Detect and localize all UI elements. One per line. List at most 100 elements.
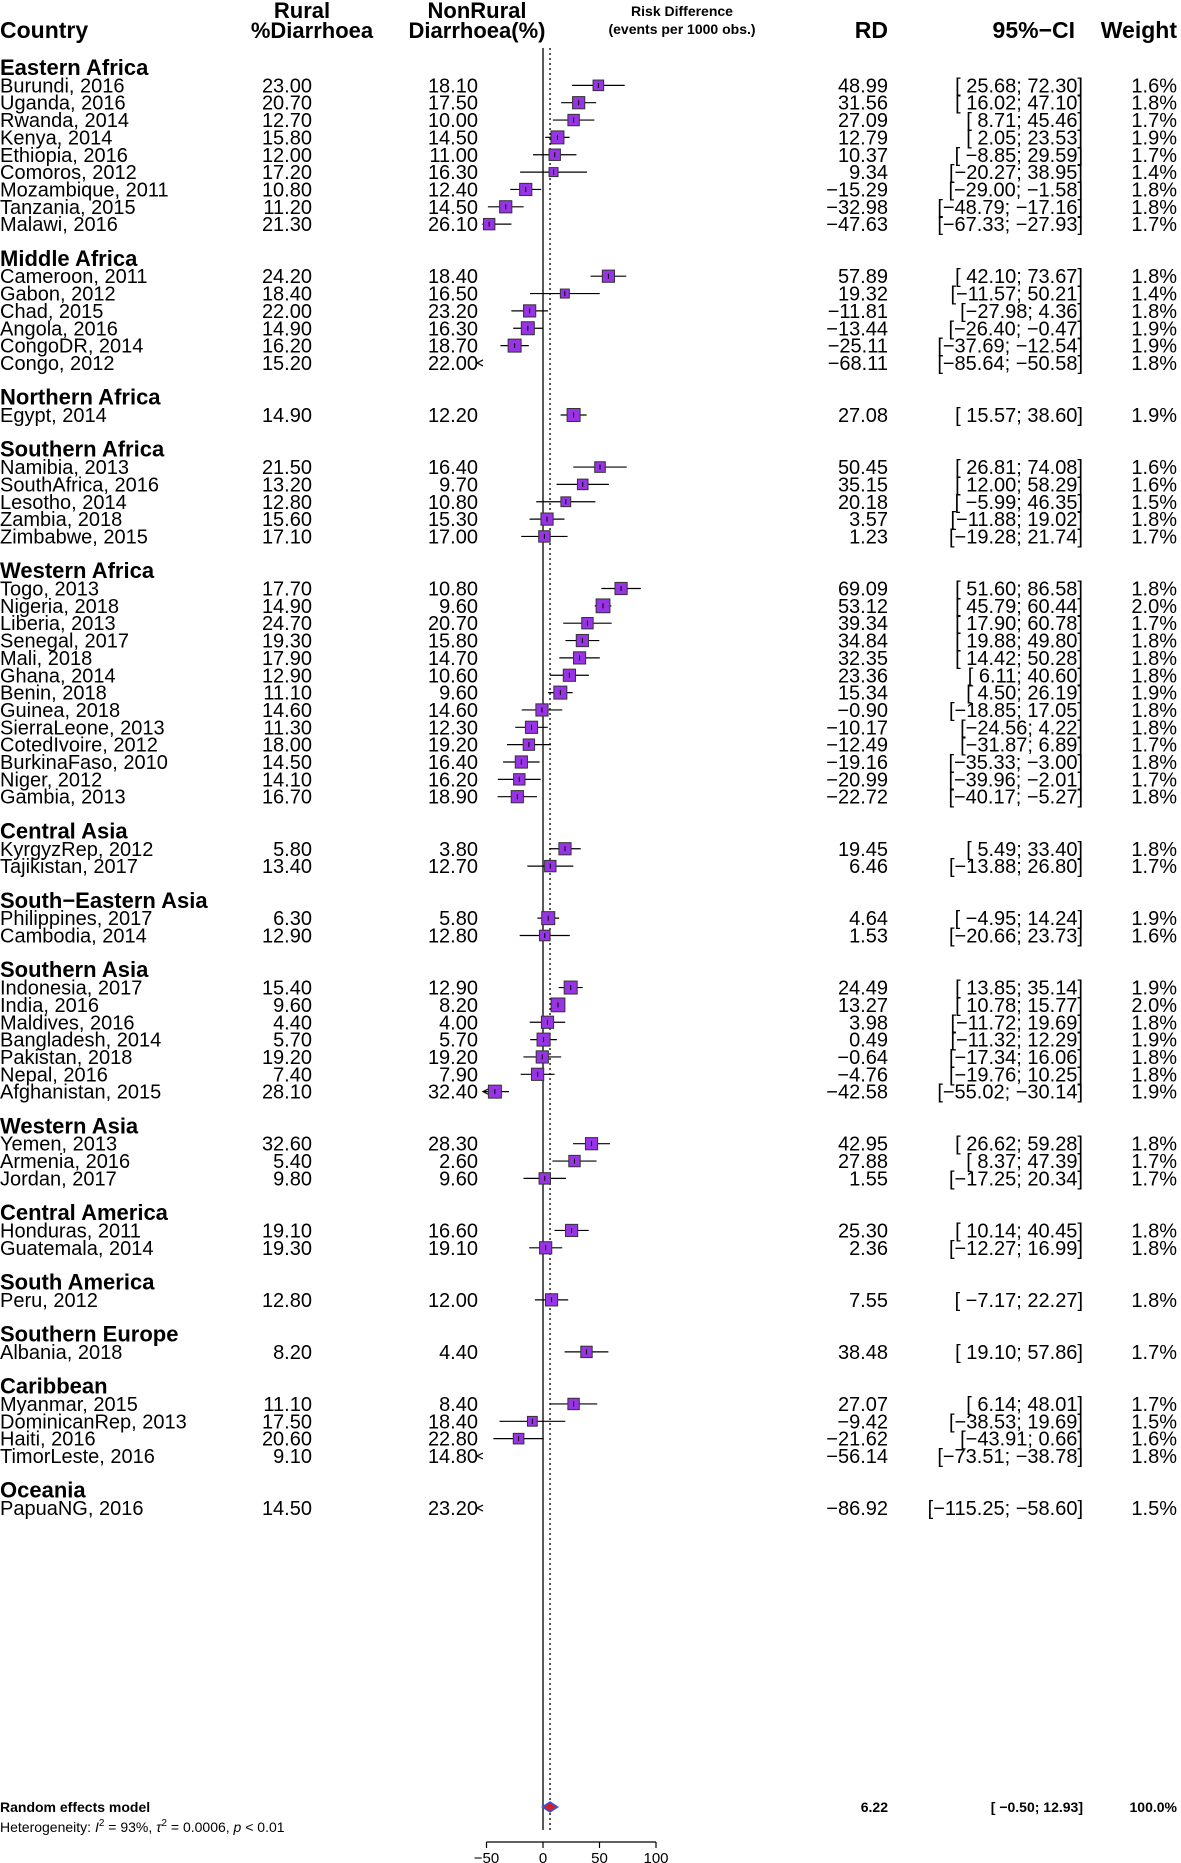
rd-value: 34.84 bbox=[838, 631, 888, 653]
nonrural-value: 5.80 bbox=[439, 908, 478, 930]
study-label: Cambodia, 2014 bbox=[0, 926, 147, 948]
heterogeneity-prefix: Heterogeneity: bbox=[0, 1819, 95, 1835]
rural-value: 12.90 bbox=[262, 665, 312, 687]
ci-value: [ 26.81; 74.08] bbox=[955, 457, 1083, 479]
nonrural-value: 14.50 bbox=[428, 197, 478, 219]
x-tick-label: −50 bbox=[474, 1850, 499, 1863]
weight-value: 1.6% bbox=[1131, 1429, 1177, 1451]
study-label: Armenia, 2016 bbox=[0, 1151, 130, 1173]
study-label: Tajikistan, 2017 bbox=[0, 856, 138, 878]
ci-value: [−48.79; −17.16] bbox=[937, 197, 1083, 219]
weight-value: 1.7% bbox=[1131, 110, 1177, 132]
nonrural-value: 17.50 bbox=[428, 93, 478, 115]
rd-value: 19.45 bbox=[838, 839, 888, 861]
weight-value: 1.8% bbox=[1131, 1134, 1177, 1156]
rural-value: 20.70 bbox=[262, 93, 312, 115]
weight-value: 1.8% bbox=[1131, 631, 1177, 653]
rural-value: 24.70 bbox=[262, 613, 312, 635]
rd-value: 27.88 bbox=[838, 1151, 888, 1173]
ci-value: [−17.34; 16.06] bbox=[949, 1047, 1083, 1069]
header-country: Country bbox=[0, 17, 88, 43]
rd-value: 4.64 bbox=[849, 908, 888, 930]
rd-value: 57.89 bbox=[838, 266, 888, 288]
study-label: Afghanistan, 2015 bbox=[0, 1082, 161, 1104]
rural-value: 14.10 bbox=[262, 769, 312, 791]
weight-value: 1.7% bbox=[1131, 214, 1177, 236]
rural-value: 22.00 bbox=[262, 301, 312, 323]
nonrural-value: 18.40 bbox=[428, 266, 478, 288]
nonrural-value: 8.40 bbox=[439, 1394, 478, 1416]
study-label: Ghana, 2014 bbox=[0, 665, 116, 687]
nonrural-value: 12.70 bbox=[428, 856, 478, 878]
study-label: Cameroon, 2011 bbox=[0, 266, 148, 288]
nonrural-value: 16.40 bbox=[428, 752, 478, 774]
rd-value: 2.36 bbox=[849, 1238, 888, 1260]
rural-value: 12.80 bbox=[262, 492, 312, 514]
subgroup-title: Middle Africa bbox=[0, 246, 138, 271]
rural-value: 15.80 bbox=[262, 127, 312, 149]
rural-value: 13.20 bbox=[262, 474, 312, 496]
nonrural-value: 16.60 bbox=[428, 1220, 478, 1242]
ci-value: [−17.25; 20.34] bbox=[949, 1168, 1083, 1190]
nonrural-value: 16.30 bbox=[428, 318, 478, 340]
study-label: Senegal, 2017 bbox=[0, 631, 129, 653]
ci-value: [−13.88; 26.80] bbox=[949, 856, 1083, 878]
rural-value: 10.80 bbox=[262, 179, 312, 201]
study-label: Peru, 2012 bbox=[0, 1290, 98, 1312]
study-label: BurkinaFaso, 2010 bbox=[0, 752, 168, 774]
nonrural-value: 15.80 bbox=[428, 631, 478, 653]
study-label: Gabon, 2012 bbox=[0, 284, 116, 306]
rural-value: 14.50 bbox=[262, 1498, 312, 1520]
weight-value: 1.9% bbox=[1131, 908, 1177, 930]
nonrural-value: 12.00 bbox=[428, 1290, 478, 1312]
nonrural-value: 18.40 bbox=[428, 1411, 478, 1433]
ci-value: [−24.56; 4.22] bbox=[960, 717, 1083, 739]
study-label: Egypt, 2014 bbox=[0, 405, 107, 427]
study-label: India, 2016 bbox=[0, 995, 99, 1017]
rd-value: −86.92 bbox=[826, 1498, 888, 1520]
rd-value: 7.55 bbox=[849, 1290, 888, 1312]
summary-diamond bbox=[541, 1801, 559, 1813]
ci-value: [−85.64; −50.58] bbox=[937, 353, 1083, 375]
weight-value: 1.8% bbox=[1131, 579, 1177, 601]
subgroup-title: South−Eastern Asia bbox=[0, 888, 208, 913]
ci-value: [−20.66; 23.73] bbox=[949, 926, 1083, 948]
study-label: Tanzania, 2015 bbox=[0, 197, 136, 219]
weight-value: 1.5% bbox=[1131, 1411, 1177, 1433]
rural-value: 11.10 bbox=[263, 1394, 312, 1416]
rd-value: 69.09 bbox=[838, 579, 888, 601]
nonrural-value: 2.60 bbox=[439, 1151, 478, 1173]
nonrural-value: 11.00 bbox=[429, 145, 478, 167]
weight-value: 1.9% bbox=[1131, 405, 1177, 427]
weight-value: 1.6% bbox=[1131, 474, 1177, 496]
ci-value: [−19.28; 21.74] bbox=[949, 526, 1083, 548]
ci-value: [ −4.95; 14.24] bbox=[955, 908, 1083, 930]
rural-value: 14.50 bbox=[262, 752, 312, 774]
weight-value: 1.7% bbox=[1131, 769, 1177, 791]
nonrural-value: 3.80 bbox=[439, 839, 478, 861]
rural-value: 14.90 bbox=[262, 318, 312, 340]
nonrural-value: 15.30 bbox=[428, 509, 478, 531]
ci-value: [−18.85; 17.05] bbox=[949, 700, 1083, 722]
study-label: Chad, 2015 bbox=[0, 301, 103, 323]
study-label: PapuaNG, 2016 bbox=[0, 1498, 143, 1520]
ci-value: [ 8.71; 45.46] bbox=[966, 110, 1083, 132]
header-rural-line1: Rural bbox=[274, 0, 330, 23]
nonrural-value: 12.40 bbox=[428, 179, 478, 201]
rural-value: 17.20 bbox=[262, 162, 312, 184]
ci-value: [−35.33; −3.00] bbox=[948, 752, 1083, 774]
nonrural-value: 17.00 bbox=[428, 526, 478, 548]
ci-value: [ 6.11; 40.60] bbox=[968, 665, 1083, 687]
nonrural-value: 4.40 bbox=[439, 1342, 478, 1364]
rd-value: −10.17 bbox=[826, 717, 888, 739]
rd-value: 3.57 bbox=[849, 509, 888, 531]
rural-value: 6.30 bbox=[273, 908, 312, 930]
nonrural-value: 28.30 bbox=[428, 1134, 478, 1156]
nonrural-value: 23.20 bbox=[428, 1498, 478, 1520]
heterogeneity-text: Heterogeneity: I2 = 93%, τ2 = 0.0006, p … bbox=[0, 1818, 285, 1835]
nonrural-value: 16.30 bbox=[428, 162, 478, 184]
ci-value: [ −7.17; 22.27] bbox=[955, 1290, 1083, 1312]
ci-value: [ 4.50; 26.19] bbox=[966, 683, 1083, 705]
rd-value: 9.34 bbox=[849, 162, 888, 184]
nonrural-value: 18.70 bbox=[428, 336, 478, 358]
